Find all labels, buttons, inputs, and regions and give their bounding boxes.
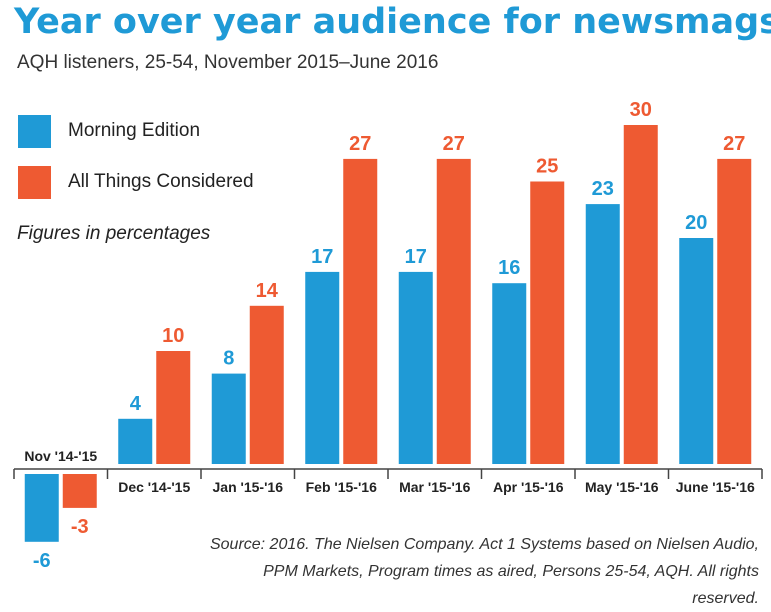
data-label-morning-edition-may-15-16: 23 — [592, 178, 614, 200]
data-label-morning-edition-feb-15-16: 17 — [311, 246, 333, 268]
legend-label-morning-edition: Morning Edition — [68, 120, 201, 141]
bar-all-things-considered-mar-15-16 — [436, 158, 471, 464]
data-label-morning-edition-nov-14-15: -6 — [33, 550, 51, 572]
bar-morning-edition-dec-14-15 — [118, 418, 153, 464]
bar-all-things-considered-may-15-16 — [623, 125, 658, 464]
category-label-apr-15-16: Apr '15-'16 — [493, 479, 564, 495]
bar-morning-edition-june-15-16 — [679, 238, 714, 464]
legend-swatch-all-things-considered — [18, 165, 51, 199]
category-label-feb-15-16: Feb '15-'16 — [306, 479, 377, 495]
data-label-morning-edition-dec-14-15: 4 — [130, 393, 142, 415]
source-note: Source: 2016. The Nielsen Company. Act 1… — [209, 536, 759, 607]
bar-chart: -6 -3 Nov '14-'15 4 10 Dec '14-'15 8 14 Jan '15-… — [13, 99, 763, 572]
data-label-morning-edition-apr-15-16: 16 — [498, 257, 520, 279]
data-label-morning-edition-june-15-16: 20 — [685, 212, 707, 234]
bar-all-things-considered-jan-15-16 — [249, 305, 284, 464]
bar-morning-edition-jan-15-16 — [211, 373, 246, 464]
category-label-dec-14-15: Dec '14-'15 — [118, 479, 190, 495]
bar-all-things-considered-june-15-16 — [717, 158, 752, 464]
legend-item-all-things-considered: All Things Considered — [18, 165, 254, 199]
category-label-jan-15-16: Jan '15-'16 — [213, 479, 284, 495]
category-label-nov-14-15: Nov '14-'15 — [24, 448, 97, 464]
bar-morning-edition-nov-14-15 — [24, 474, 59, 542]
data-label-all-things-considered-dec-14-15: 10 — [162, 325, 184, 347]
bar-all-things-considered-feb-15-16 — [343, 158, 378, 464]
bar-all-things-considered-apr-15-16 — [530, 181, 565, 464]
legend-item-morning-edition: Morning Edition — [18, 114, 200, 148]
bar-morning-edition-may-15-16 — [585, 204, 620, 464]
data-label-morning-edition-mar-15-16: 17 — [405, 246, 427, 268]
category-label-june-15-16: June '15-'16 — [676, 479, 755, 495]
legend-swatch-morning-edition — [18, 114, 51, 148]
data-label-all-things-considered-feb-15-16: 27 — [349, 133, 371, 155]
figures-note: Figures in percentages — [17, 223, 211, 244]
data-label-all-things-considered-mar-15-16: 27 — [443, 133, 465, 155]
category-label-may-15-16: May '15-'16 — [585, 479, 659, 495]
bar-all-things-considered-dec-14-15 — [156, 351, 191, 464]
data-label-all-things-considered-apr-15-16: 25 — [536, 156, 558, 178]
bar-morning-edition-mar-15-16 — [398, 271, 433, 464]
bar-morning-edition-feb-15-16 — [305, 271, 340, 464]
bar-morning-edition-apr-15-16 — [492, 283, 527, 464]
data-label-all-things-considered-june-15-16: 27 — [723, 133, 745, 155]
data-label-all-things-considered-may-15-16: 30 — [630, 99, 652, 121]
chart-subtitle: AQH listeners, 25-54, November 2015–June… — [17, 52, 439, 73]
data-label-all-things-considered-nov-14-15: -3 — [71, 516, 89, 538]
data-label-morning-edition-jan-15-16: 8 — [223, 348, 234, 370]
legend-label-all-things-considered: All Things Considered — [68, 171, 254, 192]
data-label-all-things-considered-jan-15-16: 14 — [256, 280, 279, 302]
bar-all-things-considered-nov-14-15 — [62, 474, 97, 508]
chart-title: Year over year audience for newsmags — [14, 2, 771, 42]
category-label-mar-15-16: Mar '15-'16 — [399, 479, 470, 495]
